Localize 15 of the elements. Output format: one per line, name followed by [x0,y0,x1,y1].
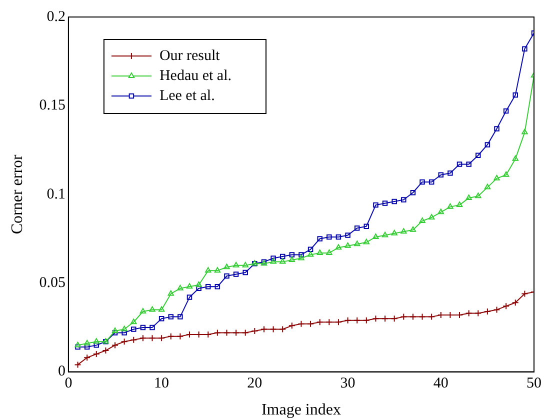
x-tick-label: 40 [433,376,448,392]
x-tick-label: 50 [526,376,542,392]
x-tick-label: 10 [154,376,170,392]
legend-label: Our result [159,48,221,64]
x-tick-label: 30 [340,376,356,392]
legend-label: Hedau et al. [159,68,232,84]
y-tick-label: 0 [58,364,66,380]
y-tick-label: 0.1 [46,186,66,202]
x-tick-label: 20 [247,376,262,392]
y-tick-label: 0.05 [39,275,66,292]
y-tick-label: 0.2 [46,8,66,25]
legend-label: Lee et al. [159,88,215,104]
x-axis-title: Image index [261,402,341,419]
y-tick-label: 0.15 [39,98,66,114]
y-axis-title: Corner error [8,154,26,234]
